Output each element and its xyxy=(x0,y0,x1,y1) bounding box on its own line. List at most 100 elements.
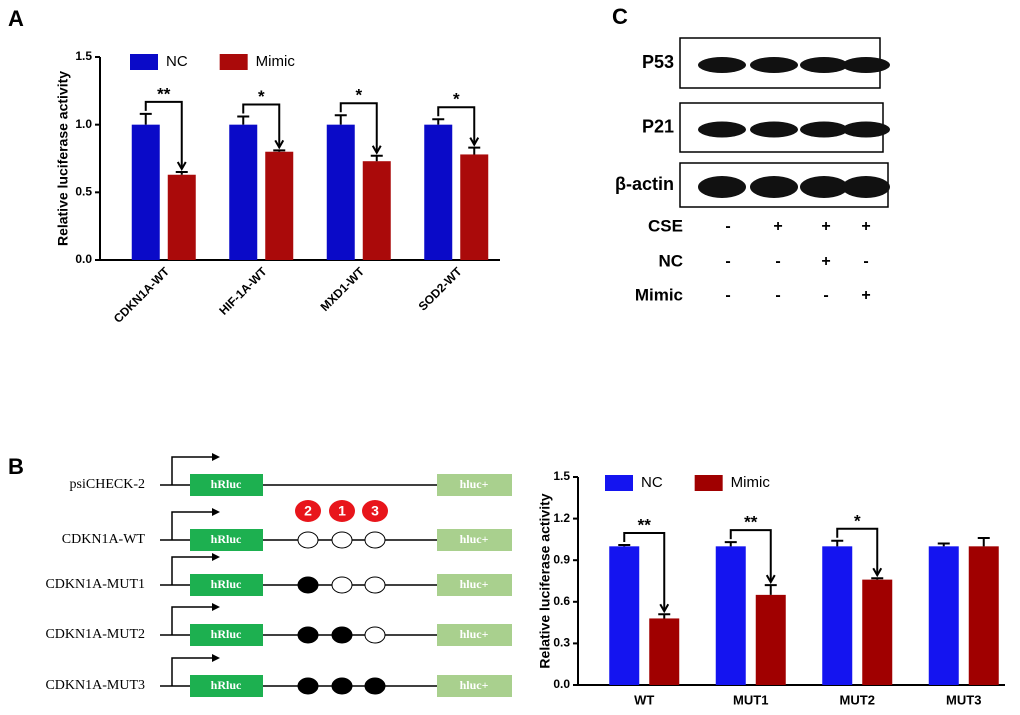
mutated-site xyxy=(297,626,319,644)
site-number: 3 xyxy=(371,503,379,519)
promoter-arrowhead xyxy=(212,654,220,662)
control-label: hluc+ xyxy=(460,532,489,546)
blot-band xyxy=(750,176,798,198)
condition-mark: + xyxy=(861,287,870,304)
bar xyxy=(609,546,640,685)
site-number: 2 xyxy=(304,503,312,519)
y-tick-label: 0.9 xyxy=(553,552,570,566)
control-box xyxy=(437,529,512,551)
error-bar xyxy=(937,542,950,547)
error-bar xyxy=(764,584,777,595)
condition-label: CSE xyxy=(648,216,683,235)
reporter-box xyxy=(190,675,263,697)
significance-bracket xyxy=(836,527,879,576)
promoter-arrow xyxy=(171,657,212,686)
bar xyxy=(862,579,893,685)
condition-mark: - xyxy=(775,287,780,304)
legend-swatch xyxy=(694,475,723,491)
reporter-box xyxy=(190,529,263,551)
y-tick-label: 0.0 xyxy=(75,252,92,266)
condition-mark: - xyxy=(863,253,868,270)
x-tick-label: WT xyxy=(634,692,654,707)
control-label: hluc+ xyxy=(460,678,489,692)
binding-site xyxy=(297,531,319,549)
significance-bracket xyxy=(339,102,378,153)
condition-mark: - xyxy=(725,218,730,235)
promoter-arrow xyxy=(171,556,212,585)
mutated-site xyxy=(331,677,353,695)
blot-band xyxy=(800,176,848,198)
blot-band xyxy=(842,176,890,198)
y-tick-label: 0.6 xyxy=(553,594,570,608)
y-tick-label: 1.2 xyxy=(553,511,570,525)
reporter-label: hRluc xyxy=(211,627,242,641)
control-box xyxy=(437,474,512,496)
reporter-label: hRluc xyxy=(211,532,242,546)
reporter-label: hRluc xyxy=(211,678,242,692)
blot-band xyxy=(750,57,798,73)
y-tick-label: 0.0 xyxy=(553,677,570,691)
construct-name: CDKN1A-MUT2 xyxy=(45,627,145,642)
x-tick-label: MUT2 xyxy=(840,692,875,707)
arrowhead xyxy=(371,145,382,155)
arrowhead xyxy=(659,603,670,614)
arrowhead xyxy=(274,139,285,150)
arrowhead xyxy=(469,137,480,147)
error-bar xyxy=(273,149,286,152)
panel-label: B xyxy=(8,454,24,479)
arrowhead xyxy=(872,567,883,578)
site-badge xyxy=(295,500,321,522)
condition-mark: - xyxy=(725,253,730,270)
y-tick-label: 1.5 xyxy=(553,469,570,483)
bar xyxy=(715,546,746,685)
promoter-arrow xyxy=(171,606,212,635)
promoter-arrowhead xyxy=(212,603,220,611)
significance-bracket xyxy=(729,529,772,583)
site-badge xyxy=(329,500,355,522)
binding-site xyxy=(364,531,386,549)
promoter-arrow xyxy=(171,511,212,540)
blot-label: P53 xyxy=(642,52,674,72)
significance-label: * xyxy=(258,87,265,106)
control-label: hluc+ xyxy=(460,627,489,641)
error-bar xyxy=(831,539,844,547)
blot-band xyxy=(698,57,746,73)
legend-label: NC xyxy=(641,474,663,491)
condition-mark: + xyxy=(861,218,870,235)
error-bar xyxy=(175,171,188,175)
reporter-label: hRluc xyxy=(211,477,242,491)
blot-band xyxy=(800,57,848,73)
condition-mark: + xyxy=(821,253,830,270)
error-bar xyxy=(432,118,445,125)
binding-site xyxy=(364,576,386,594)
condition-label: NC xyxy=(658,251,683,270)
legend-label: NC xyxy=(166,53,188,70)
blot-band xyxy=(842,121,890,138)
error-bar xyxy=(618,543,631,547)
panel-label: C xyxy=(612,4,628,29)
significance-label: * xyxy=(854,511,861,530)
control-box xyxy=(437,675,512,697)
condition-mark: + xyxy=(773,218,782,235)
condition-label: Mimic xyxy=(635,285,683,304)
bar xyxy=(755,594,786,685)
significance-bracket xyxy=(623,531,666,612)
bar xyxy=(460,154,489,260)
legend-swatch xyxy=(130,54,158,70)
blot-band xyxy=(698,176,746,198)
reporter-box xyxy=(190,574,263,596)
blot-band xyxy=(698,121,746,138)
error-bar xyxy=(468,146,481,155)
error-bar xyxy=(871,577,884,580)
control-label: hluc+ xyxy=(460,577,489,591)
promoter-arrowhead xyxy=(212,508,220,516)
y-tick-label: 1.5 xyxy=(75,49,92,63)
significance-bracket xyxy=(242,103,281,148)
site-badge xyxy=(362,500,388,522)
bar xyxy=(167,174,196,260)
bar xyxy=(265,151,294,260)
x-tick-label: HIF-1A-WT xyxy=(216,264,270,318)
bar xyxy=(928,546,959,685)
blot-band xyxy=(800,121,848,138)
